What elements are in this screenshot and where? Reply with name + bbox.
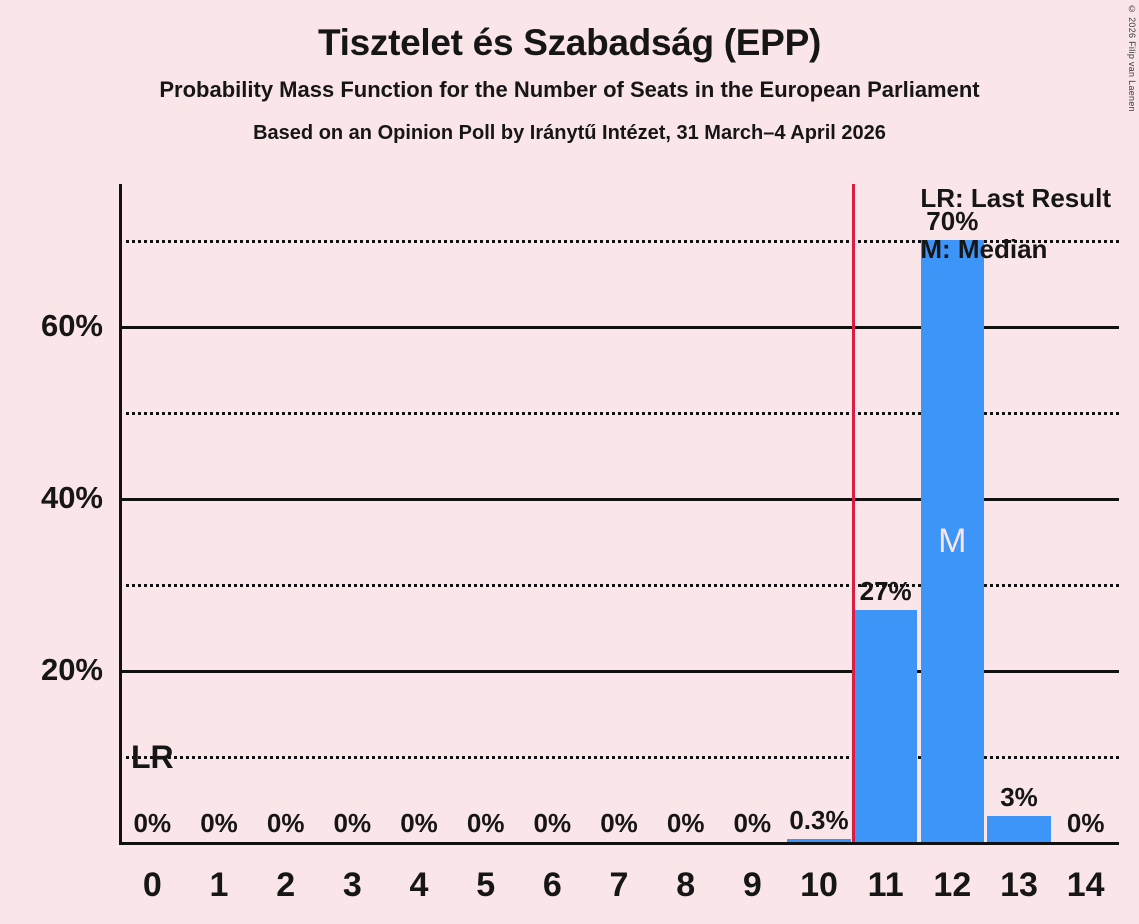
chart-header: Tisztelet és Szabadság (EPP) Probability… xyxy=(0,0,1139,147)
bar-seats-13 xyxy=(987,816,1051,842)
bar-value-label-7: 0% xyxy=(600,808,638,838)
last-result-marker: LR xyxy=(131,739,174,775)
bar-value-label-5: 0% xyxy=(466,808,505,838)
page-title: Tisztelet és Szabadság (EPP) xyxy=(318,22,821,63)
median-marker: M xyxy=(938,522,967,560)
x-tick-label-7: 7 xyxy=(609,866,629,904)
bar-value-label-10: 0.3% xyxy=(789,805,849,835)
bar-value-label-11: 27% xyxy=(859,575,912,606)
bar-value-label-8: 0% xyxy=(666,808,705,838)
x-axis-line xyxy=(119,842,1119,845)
y-axis-line xyxy=(119,184,122,845)
x-tick-label-6: 6 xyxy=(542,866,562,904)
x-tick-label-10: 10 xyxy=(800,866,838,904)
gridline-dotted-10 xyxy=(119,756,1119,759)
y-tick-label-60: 60% xyxy=(40,308,103,343)
chart-plot-area xyxy=(119,184,1119,845)
gridline-dotted-30 xyxy=(119,584,1119,587)
bar-value-label-14: 0% xyxy=(1066,808,1105,838)
x-tick-label-1: 1 xyxy=(209,866,229,904)
x-tick-label-11: 11 xyxy=(867,866,904,904)
bar-value-label-1: 0% xyxy=(200,808,238,838)
legend-item-last-result: LR: Last Result xyxy=(920,183,1111,213)
bar-value-label-0: 0% xyxy=(133,808,172,838)
x-tick-label-2: 2 xyxy=(276,866,296,904)
legend-item-median: M: Median xyxy=(920,234,1048,264)
x-tick-label-4: 4 xyxy=(409,866,429,904)
bar-seats-10 xyxy=(787,839,851,842)
x-tick-label-14: 14 xyxy=(1066,866,1105,904)
chart-source-note: Based on an Opinion Poll by Iránytű Inté… xyxy=(253,122,886,144)
y-tick-label-20: 20% xyxy=(40,652,103,687)
gridline-solid-20 xyxy=(119,670,1119,673)
x-tick-label-0: 0 xyxy=(142,866,162,904)
x-tick-label-9: 9 xyxy=(742,866,762,904)
bar-value-label-13: 3% xyxy=(1000,782,1038,813)
bar-value-label-12: 70% xyxy=(926,206,979,236)
bar-value-label-6: 0% xyxy=(533,808,572,838)
x-tick-label-3: 3 xyxy=(342,866,362,904)
bar-seats-11 xyxy=(853,609,918,842)
y-tick-label-40: 40% xyxy=(40,480,103,515)
gridline-solid-60 xyxy=(119,326,1119,329)
x-tick-label-8: 8 xyxy=(676,866,696,904)
copyright-notice: © 2026 Filip van Laenen xyxy=(1127,4,1137,112)
gridline-solid-40 xyxy=(119,498,1119,501)
chart-legend: LR: Last Result M: Median xyxy=(920,185,1111,262)
gridline-dotted-70 xyxy=(119,240,1119,243)
bar-value-label-3: 0% xyxy=(333,808,372,838)
last-result-line xyxy=(852,184,856,845)
bar-value-label-9: 0% xyxy=(733,808,772,838)
x-tick-label-5: 5 xyxy=(476,866,496,904)
bar-seats-12 xyxy=(920,240,985,842)
x-tick-label-13: 13 xyxy=(1000,866,1038,904)
chart-subtitle: Probability Mass Function for the Number… xyxy=(159,77,980,102)
gridline-dotted-50 xyxy=(119,412,1119,415)
bar-value-label-2: 0% xyxy=(266,808,305,838)
bar-value-label-4: 0% xyxy=(400,808,438,838)
x-tick-label-12: 12 xyxy=(933,866,972,904)
